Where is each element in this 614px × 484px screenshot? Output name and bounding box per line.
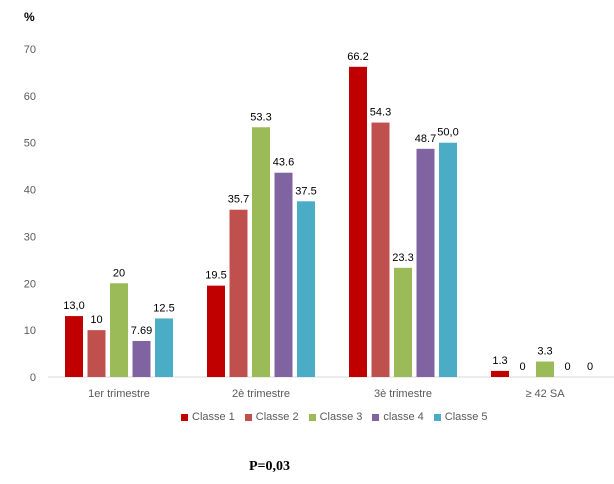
bar-classe-1-0 [65, 316, 83, 377]
y-tick-label: 20 [24, 278, 36, 290]
bar-classe-4-1 [274, 172, 293, 377]
category-label: 2è trimestre [232, 388, 290, 400]
legend-item: Classe 3 [308, 411, 363, 423]
data-label: 66.2 [347, 51, 368, 63]
data-label: 35.7 [228, 194, 249, 206]
legend-item: Classe 2 [244, 411, 299, 423]
bar-classe-1-2 [349, 66, 367, 377]
legend-swatch [244, 413, 252, 421]
data-label: 48.7 [415, 133, 436, 145]
bar-classe-1-3 [491, 370, 509, 377]
bar-classe-3-1 [252, 127, 270, 377]
legend-item: classe 4 [372, 411, 424, 423]
data-label: 7.69 [131, 325, 152, 337]
bar-classe-3-0 [110, 283, 128, 377]
y-tick-label: 40 [24, 185, 36, 197]
category-label: 3è trimestre [374, 388, 432, 400]
y-tick-label: 30 [24, 231, 36, 243]
category-label: ≥ 42 SA [525, 388, 565, 400]
legend-label: Classe 5 [444, 411, 488, 423]
category-labels: 1er trimestre 2è trimestre 3è trimestre ≥ 4… [88, 388, 565, 400]
legend: Classe 1 Classe 2 Classe 3 classe 4 Classe 5 [181, 411, 488, 423]
legend-swatch [433, 413, 441, 421]
y-axis-ticks: 0 10 20 30 40 50 60 70 [24, 44, 36, 384]
legend-item: Classe 5 [433, 411, 488, 423]
data-label: 54.3 [370, 107, 391, 119]
y-tick-label: 70 [24, 44, 36, 56]
bar-classe-4-0 [132, 340, 151, 377]
bar-classe-1-1 [207, 285, 225, 377]
data-label: 43.6 [273, 157, 294, 169]
data-label: 23.3 [392, 252, 413, 264]
legend-swatch [308, 413, 316, 421]
bar-classe-2-2 [371, 122, 390, 378]
bar-classe-5-2 [439, 142, 457, 377]
data-label: 10 [90, 314, 102, 326]
data-label: 1.3 [492, 355, 507, 367]
bar-classe-3-2 [394, 267, 412, 377]
legend-item: Classe 1 [181, 411, 235, 423]
data-label: 3.3 [537, 346, 552, 358]
data-label: 0 [587, 361, 593, 373]
legend-swatch [372, 413, 380, 421]
bar-classe-4-2 [416, 148, 435, 377]
category-label: 1er trimestre [88, 388, 150, 400]
legend-label: Classe 1 [192, 411, 235, 423]
y-tick-label: 10 [24, 325, 36, 337]
bar-classe-5-0 [155, 318, 173, 377]
bar-classe-2-0 [87, 330, 106, 377]
legend-label: Classe 2 [255, 411, 299, 423]
legend-label: Classe 3 [319, 411, 363, 423]
data-label: 19.5 [205, 270, 226, 282]
data-label: 20 [113, 267, 125, 279]
bar-classe-3-3 [536, 361, 554, 377]
data-label: 50,0 [437, 127, 458, 139]
data-label: 12.5 [153, 302, 174, 314]
y-tick-label: 60 [24, 91, 36, 103]
data-label: 37.5 [295, 185, 316, 197]
bar-classe-5-1 [297, 201, 315, 377]
data-label: 0 [519, 361, 525, 373]
y-tick-label: 50 [24, 138, 36, 150]
data-label: 13,0 [63, 300, 84, 312]
y-unit-label: % [24, 10, 35, 24]
data-label: 53.3 [250, 111, 271, 123]
legend-label: classe 4 [383, 411, 424, 423]
legend-swatch [181, 413, 188, 421]
data-label: 0 [564, 361, 570, 373]
bars-group [65, 66, 554, 378]
bar-classe-2-1 [229, 209, 248, 377]
p-value-annotation: P=0,03 [249, 459, 291, 474]
y-tick-label: 0 [30, 372, 36, 384]
